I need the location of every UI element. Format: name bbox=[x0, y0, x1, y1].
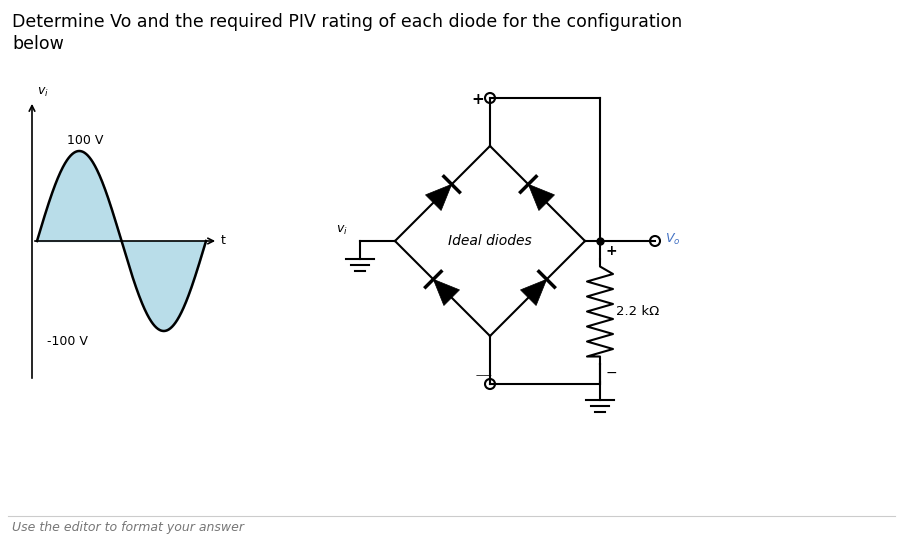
Text: 2.2 kΩ: 2.2 kΩ bbox=[615, 305, 658, 318]
Text: −: − bbox=[605, 366, 617, 380]
Text: $v_i$: $v_i$ bbox=[336, 224, 348, 237]
Text: t: t bbox=[220, 235, 226, 247]
Polygon shape bbox=[527, 184, 554, 211]
Polygon shape bbox=[433, 279, 459, 305]
Text: +: + bbox=[605, 244, 617, 258]
Text: $v_i$: $v_i$ bbox=[37, 86, 49, 99]
Text: Determine Vo and the required PIV rating of each diode for the configuration: Determine Vo and the required PIV rating… bbox=[12, 13, 682, 31]
Polygon shape bbox=[425, 184, 452, 211]
Text: ——: —— bbox=[476, 371, 492, 380]
Text: +: + bbox=[471, 92, 484, 107]
Text: Ideal diodes: Ideal diodes bbox=[448, 234, 531, 248]
Text: -100 V: -100 V bbox=[47, 335, 88, 348]
Polygon shape bbox=[520, 279, 546, 305]
Text: 100 V: 100 V bbox=[67, 134, 103, 147]
Text: Use the editor to format your answer: Use the editor to format your answer bbox=[12, 522, 244, 534]
Text: below: below bbox=[12, 35, 64, 53]
Text: $V_o$: $V_o$ bbox=[665, 231, 680, 246]
